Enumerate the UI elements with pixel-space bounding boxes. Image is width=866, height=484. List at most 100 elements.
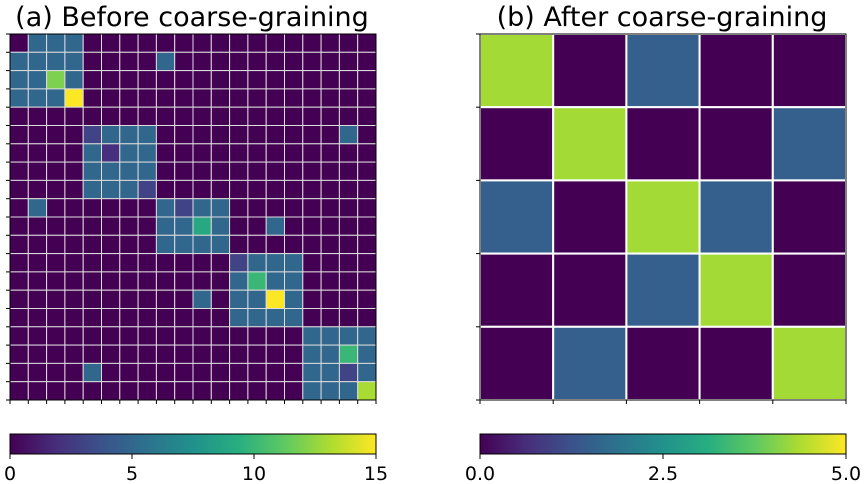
heatmap-a-cell bbox=[155, 289, 176, 310]
heatmap-a-cell bbox=[229, 51, 249, 72]
heatmap-a-cell bbox=[82, 234, 102, 255]
heatmap-a-cell bbox=[320, 216, 340, 236]
heatmap-a-cell bbox=[192, 326, 212, 346]
heatmap-a-cell bbox=[357, 326, 377, 346]
heatmap-a-cell bbox=[174, 161, 194, 181]
heatmap-a-cell bbox=[9, 253, 29, 273]
heatmap-a-cell bbox=[137, 234, 157, 255]
heatmap-a-cell bbox=[27, 216, 48, 236]
heatmap-a-cell bbox=[247, 344, 267, 364]
heatmap-a-cell bbox=[174, 271, 194, 291]
heatmap-a-cell bbox=[302, 51, 322, 72]
heatmap-a-cell bbox=[284, 70, 304, 90]
heatmap-a-cell bbox=[265, 271, 286, 291]
heatmap-a-cell bbox=[192, 381, 212, 401]
heatmap-a-cell bbox=[247, 234, 267, 255]
heatmap-a-cell bbox=[338, 88, 359, 108]
heatmap-a-cell bbox=[137, 70, 157, 90]
heatmap-a-cell bbox=[210, 161, 231, 181]
heatmap-a-cell bbox=[174, 326, 194, 346]
heatmap-b-cell bbox=[771, 325, 847, 401]
heatmap-a-cell bbox=[27, 51, 48, 72]
heatmap-a-cell bbox=[284, 88, 304, 108]
heatmap-a-cell bbox=[229, 234, 249, 255]
heatmap-a-cell bbox=[27, 88, 48, 108]
colorbar-a bbox=[9, 433, 377, 455]
heatmap-a-cell bbox=[64, 216, 84, 236]
heatmap-a-cell bbox=[27, 125, 48, 145]
colorbar-a-tick-label: 0 bbox=[4, 463, 16, 484]
heatmap-a-cell bbox=[320, 161, 340, 181]
heatmap-a-cell bbox=[210, 70, 231, 90]
heatmap-a-cell bbox=[302, 88, 322, 108]
heatmap-a-cell bbox=[357, 51, 377, 72]
heatmap-a-cell bbox=[46, 51, 66, 72]
heatmap-a-cell bbox=[155, 179, 176, 200]
heatmap-a-cell bbox=[64, 344, 84, 364]
heatmap-a-cell bbox=[27, 289, 48, 310]
heatmap-a-cell bbox=[27, 33, 48, 53]
heatmap-a-cell bbox=[320, 344, 340, 364]
heatmap-a-cell bbox=[265, 289, 286, 310]
heatmap-a-cell bbox=[64, 143, 84, 163]
heatmap-a-cell bbox=[64, 51, 84, 72]
heatmap-a-cell bbox=[265, 381, 286, 401]
heatmap-a-cell bbox=[119, 234, 139, 255]
heatmap-a-cell bbox=[82, 253, 102, 273]
heatmap-a-cell bbox=[174, 308, 194, 328]
heatmap-a-cell bbox=[192, 88, 212, 108]
heatmap-b-cell bbox=[552, 179, 628, 255]
heatmap-b-cell bbox=[698, 33, 774, 109]
heatmap-a-cell bbox=[27, 70, 48, 90]
heatmap-a-cell bbox=[46, 106, 66, 126]
heatmap-a-cell bbox=[27, 198, 48, 218]
heatmap-a-cell bbox=[265, 216, 286, 236]
heatmap-a-cell bbox=[82, 381, 102, 401]
heatmap-a-cell bbox=[46, 143, 66, 163]
heatmap-a-cell bbox=[137, 106, 157, 126]
heatmap-a-cell bbox=[229, 326, 249, 346]
heatmap-a-cell bbox=[9, 326, 29, 346]
heatmap-a-cell bbox=[192, 33, 212, 53]
heatmap-a-cell bbox=[210, 271, 231, 291]
heatmap-a-cell bbox=[64, 106, 84, 126]
heatmap-a-cell bbox=[174, 33, 194, 53]
colorbar-a-ticks: 0 5 10 15 bbox=[4, 454, 388, 484]
heatmap-a-cell bbox=[357, 253, 377, 273]
heatmap-a-cell bbox=[82, 125, 102, 145]
heatmap-a-cell bbox=[155, 198, 176, 218]
heatmap-a-cell bbox=[101, 106, 121, 126]
heatmap-b-cell bbox=[625, 33, 701, 109]
heatmap-a-cell bbox=[101, 271, 121, 291]
heatmap-a-cell bbox=[320, 326, 340, 346]
heatmap-a-cell bbox=[64, 70, 84, 90]
heatmap-a-cell bbox=[27, 362, 48, 383]
heatmap-a-cell bbox=[155, 216, 176, 236]
heatmap-a-cell bbox=[192, 362, 212, 383]
heatmap-a-cell bbox=[338, 344, 359, 364]
heatmap-a-cell bbox=[302, 70, 322, 90]
heatmap-b-cell bbox=[625, 252, 701, 328]
heatmap-a-cell bbox=[82, 51, 102, 72]
heatmap-b-cell bbox=[625, 106, 701, 182]
heatmap-a-cell bbox=[192, 344, 212, 364]
heatmap-a-cell bbox=[174, 70, 194, 90]
heatmap-a-cell bbox=[119, 326, 139, 346]
heatmap-a-cell bbox=[137, 253, 157, 273]
heatmap-a-cell bbox=[82, 326, 102, 346]
heatmap-a-cell bbox=[46, 179, 66, 200]
heatmap-a-cell bbox=[320, 289, 340, 310]
heatmap-a-cell bbox=[320, 179, 340, 200]
heatmap-b-cell bbox=[479, 106, 555, 182]
heatmap-a-cell bbox=[155, 106, 176, 126]
heatmap-a-cell bbox=[247, 289, 267, 310]
heatmap-a-cell bbox=[46, 161, 66, 181]
heatmap-a-cell bbox=[46, 234, 66, 255]
heatmap-a-cell bbox=[119, 198, 139, 218]
heatmap-a-cell bbox=[192, 161, 212, 181]
heatmap-a-cell bbox=[229, 289, 249, 310]
heatmap-a-cell bbox=[210, 143, 231, 163]
heatmap-a-cell bbox=[284, 362, 304, 383]
colorbar-b-tick-label: 0.0 bbox=[465, 463, 495, 484]
heatmap-a-cell bbox=[338, 143, 359, 163]
